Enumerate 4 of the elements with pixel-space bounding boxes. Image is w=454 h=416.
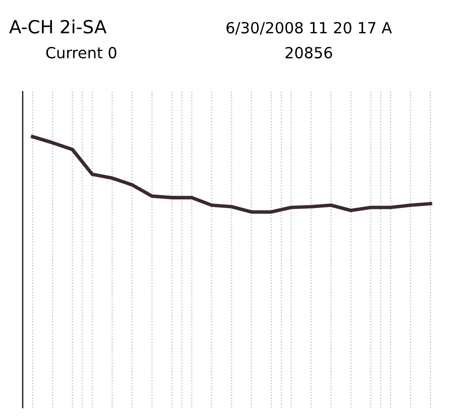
- text: 20856: [286, 46, 332, 58]
- text: 6/30/2008 11 20 17 A: [226, 22, 392, 35]
- chart-subtitle: Current 0: [46, 46, 116, 58]
- chart-title: A-CH 2i-SA: [9, 20, 106, 34]
